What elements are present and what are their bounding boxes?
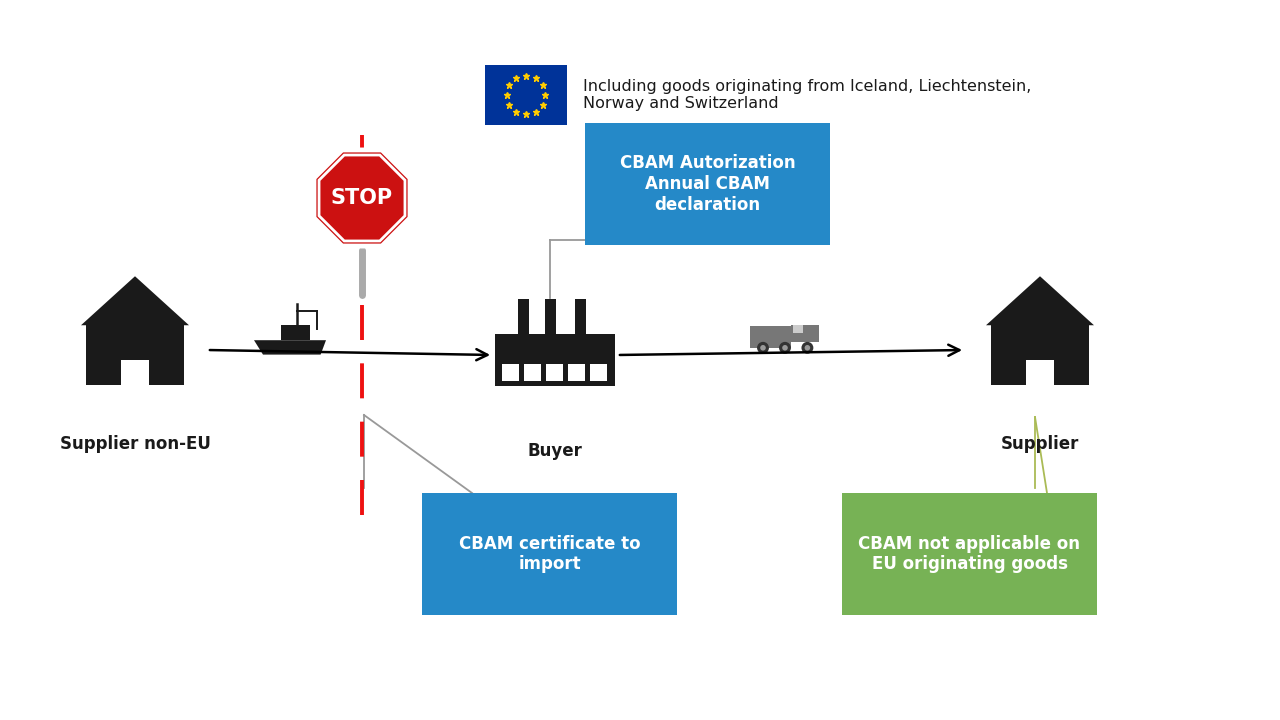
Polygon shape bbox=[314, 150, 410, 246]
Polygon shape bbox=[253, 341, 326, 355]
Text: Including goods originating from Iceland, Liechtenstein,
Norway and Switzerland: Including goods originating from Iceland… bbox=[582, 78, 1032, 111]
FancyBboxPatch shape bbox=[282, 325, 310, 341]
Polygon shape bbox=[986, 276, 1094, 325]
Text: Buyer: Buyer bbox=[527, 442, 582, 460]
FancyBboxPatch shape bbox=[575, 299, 585, 335]
Text: CBAM not applicable on
EU originating goods: CBAM not applicable on EU originating go… bbox=[859, 534, 1080, 573]
FancyBboxPatch shape bbox=[86, 325, 184, 384]
FancyBboxPatch shape bbox=[794, 325, 804, 333]
FancyBboxPatch shape bbox=[842, 493, 1097, 615]
Circle shape bbox=[760, 345, 765, 351]
FancyBboxPatch shape bbox=[502, 364, 518, 380]
FancyBboxPatch shape bbox=[122, 360, 148, 384]
Circle shape bbox=[782, 345, 787, 351]
FancyBboxPatch shape bbox=[422, 493, 677, 615]
Text: STOP: STOP bbox=[332, 188, 393, 208]
FancyBboxPatch shape bbox=[547, 364, 563, 380]
Circle shape bbox=[780, 342, 791, 354]
Text: CBAM Autorization
Annual CBAM
declaration: CBAM Autorization Annual CBAM declaratio… bbox=[620, 154, 795, 214]
FancyBboxPatch shape bbox=[485, 65, 567, 125]
FancyBboxPatch shape bbox=[991, 325, 1089, 384]
FancyBboxPatch shape bbox=[524, 364, 541, 380]
FancyBboxPatch shape bbox=[545, 299, 556, 335]
Text: CBAM certificate to
import: CBAM certificate to import bbox=[458, 534, 640, 573]
FancyBboxPatch shape bbox=[590, 364, 607, 380]
FancyBboxPatch shape bbox=[1027, 360, 1053, 384]
FancyBboxPatch shape bbox=[585, 123, 829, 245]
FancyBboxPatch shape bbox=[791, 325, 819, 342]
Circle shape bbox=[801, 342, 813, 354]
FancyBboxPatch shape bbox=[750, 326, 791, 348]
FancyBboxPatch shape bbox=[518, 299, 529, 335]
FancyBboxPatch shape bbox=[495, 335, 614, 385]
Text: Supplier: Supplier bbox=[1001, 435, 1079, 453]
Polygon shape bbox=[81, 276, 189, 325]
Circle shape bbox=[756, 342, 769, 354]
Circle shape bbox=[805, 345, 810, 351]
FancyBboxPatch shape bbox=[568, 364, 585, 380]
Text: Supplier non-EU: Supplier non-EU bbox=[60, 435, 210, 453]
